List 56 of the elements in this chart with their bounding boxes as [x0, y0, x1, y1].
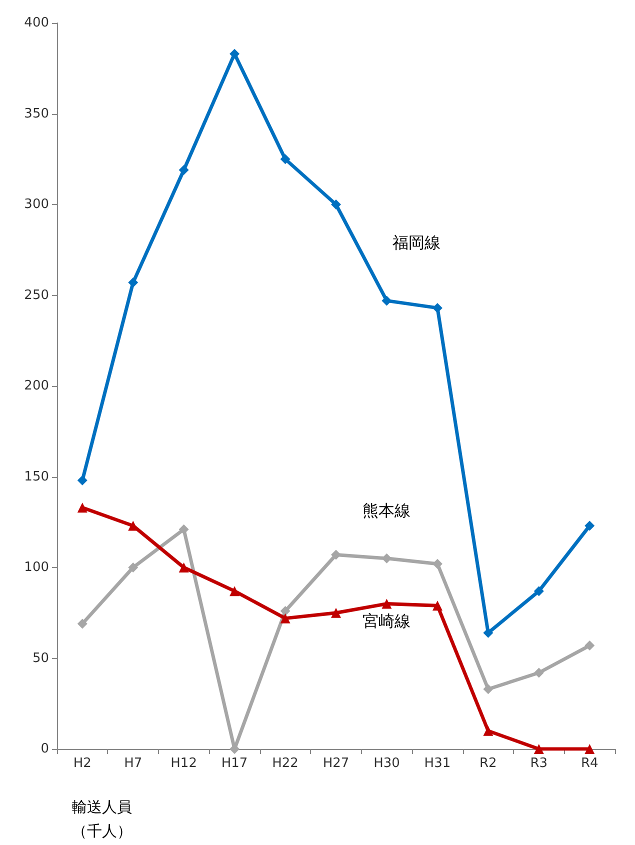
text: 熊本線 [362, 500, 411, 520]
x-tick-label: H7 [124, 756, 142, 771]
point [178, 562, 189, 572]
point [77, 475, 88, 486]
point [584, 520, 595, 531]
point [128, 278, 138, 288]
x-tick-label: R3 [530, 756, 548, 771]
x-tick-label: R2 [480, 756, 497, 771]
x-tick-label: H30 [374, 756, 400, 771]
point [230, 48, 240, 59]
point [280, 606, 290, 616]
series-label: 宮崎線 [362, 611, 411, 630]
y-tick-label: 250 [24, 288, 49, 303]
point [534, 586, 544, 596]
point [382, 553, 392, 564]
text: 輸送人員（千人） [72, 798, 132, 840]
y-tick-label: 200 [24, 378, 49, 394]
point [77, 502, 88, 513]
point [483, 684, 494, 694]
point [584, 640, 595, 651]
point [178, 524, 189, 534]
point [331, 550, 341, 560]
x-tick-label: R4 [580, 756, 598, 771]
y-tick-label: 400 [24, 16, 49, 30]
point [483, 628, 494, 638]
point [280, 613, 290, 624]
point [534, 744, 544, 754]
point [331, 608, 341, 618]
point [584, 744, 595, 754]
y-tick-label: 150 [24, 469, 49, 484]
point [178, 165, 189, 176]
y-tick-label: 100 [24, 560, 49, 575]
point [432, 558, 442, 569]
point [382, 598, 392, 609]
point [483, 726, 494, 736]
point [280, 154, 290, 164]
x-tick-label: H2 [73, 756, 92, 771]
x-tick-label: H17 [221, 756, 248, 771]
point [432, 600, 442, 611]
series-label: 福岡線 [392, 233, 441, 252]
x-tick-label: H12 [170, 756, 197, 771]
y-tick-label: 300 [24, 197, 49, 212]
point [432, 302, 442, 313]
point [128, 562, 138, 572]
y-tick-label: 350 [24, 106, 49, 122]
point [534, 668, 544, 678]
x-tick-label: H22 [272, 756, 298, 771]
y-tick-label: 0 [40, 742, 49, 756]
point [331, 200, 341, 210]
x-tick-label: H31 [424, 756, 451, 771]
point [382, 296, 392, 306]
x-tick-label: H27 [322, 756, 350, 771]
point [230, 586, 240, 596]
point [77, 618, 88, 629]
y-tick-label: 50 [32, 650, 49, 666]
point [128, 520, 138, 531]
